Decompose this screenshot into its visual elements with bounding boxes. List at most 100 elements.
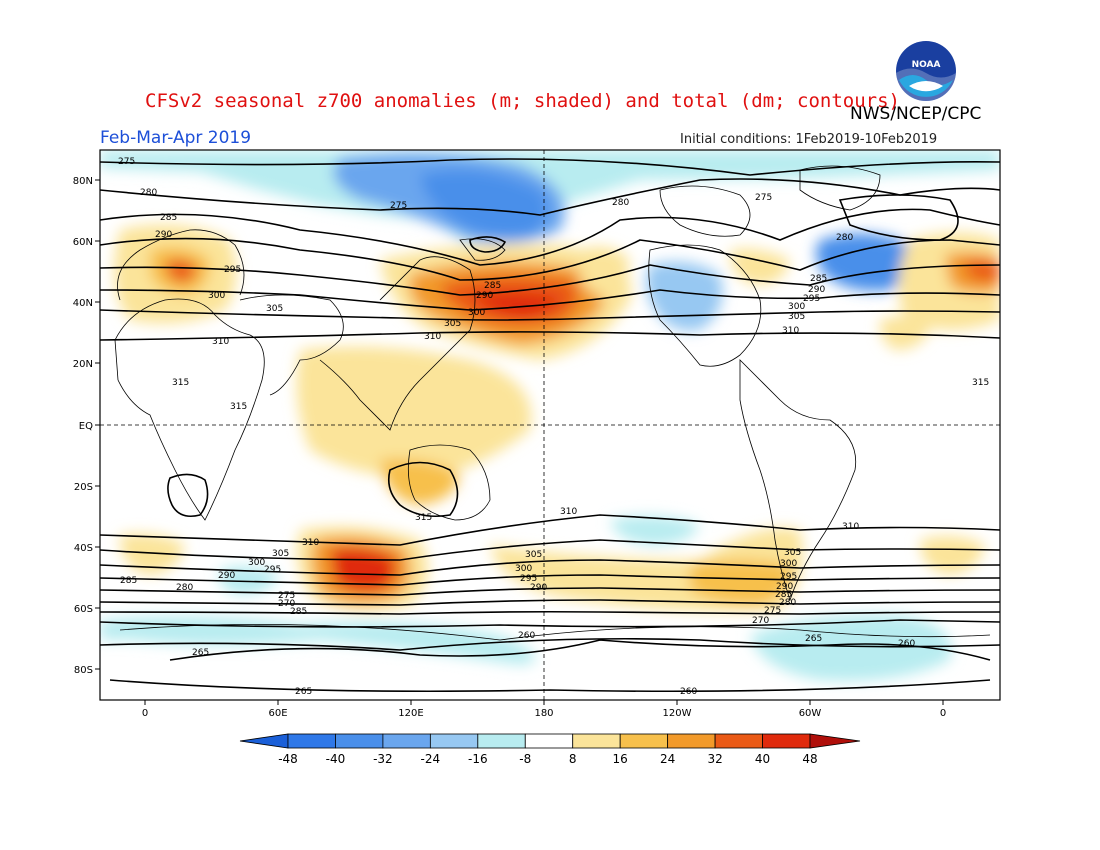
contour-label: 280 xyxy=(779,598,796,608)
colorbar-segment xyxy=(619,733,669,749)
lat-tick-label: 40S xyxy=(74,543,93,554)
contour-label: 305 xyxy=(525,550,542,560)
contour-label: 265 xyxy=(192,648,209,658)
contour-label: 300 xyxy=(788,302,805,312)
noaa-logo: NOAA xyxy=(896,41,956,101)
contour-label: 315 xyxy=(972,378,989,388)
contour-label: 300 xyxy=(780,559,797,569)
contour-label: 270 xyxy=(752,616,769,626)
lon-tick-label: 60E xyxy=(268,708,287,719)
lat-tick-label: 20S xyxy=(74,482,93,493)
map-title: CFSv2 seasonal z700 anomalies (m; shaded… xyxy=(145,90,900,112)
contour-label: 280 xyxy=(176,583,193,593)
lat-tick-label: 80N xyxy=(73,176,93,187)
contour-label: 285 xyxy=(810,274,827,284)
contour-label: 275 xyxy=(755,193,772,203)
contour-label: 265 xyxy=(805,634,822,644)
contour-label: 290 xyxy=(218,571,235,581)
contour-label: 280 xyxy=(140,188,157,198)
colorbar-label: 48 xyxy=(802,752,817,766)
contour-label: 310 xyxy=(842,522,859,532)
axes: 80N 60N 40N 20N EQ 20S 40S 60S 80S 0 60E 120E 180 120… xyxy=(73,176,946,719)
contour-label: 285 xyxy=(290,607,307,617)
contour-label: 290 xyxy=(808,285,825,295)
lon-tick-label: 0 xyxy=(142,708,148,719)
colorbar-label: 40 xyxy=(755,752,770,766)
colorbar-segment xyxy=(429,733,479,749)
contour-label: 305 xyxy=(784,548,801,558)
contour-label: 265 xyxy=(295,687,312,697)
lat-tick-label: EQ xyxy=(79,421,93,432)
colorbar-segment xyxy=(287,733,336,749)
colorbar-segment xyxy=(667,733,716,749)
colorbar-label: -48 xyxy=(278,752,298,766)
colorbar-segment xyxy=(524,733,574,749)
contour-label: 275 xyxy=(390,201,407,211)
colorbar-segment xyxy=(714,733,763,749)
contour-label: 285 xyxy=(120,576,137,586)
contour-label: 305 xyxy=(788,312,805,322)
height-contours xyxy=(100,158,1000,693)
contour-label: 295 xyxy=(520,574,537,584)
contour-label: 305 xyxy=(444,319,461,329)
contour-label: 295 xyxy=(780,572,797,582)
contour-label: 310 xyxy=(302,538,319,548)
lon-tick-label: 180 xyxy=(534,708,553,719)
contour-label: 285 xyxy=(775,590,792,600)
lon-tick-label: 120E xyxy=(398,708,423,719)
contour-label: 275 xyxy=(278,591,295,601)
lon-tick-label: 120W xyxy=(663,708,692,719)
colorbar-label: -24 xyxy=(421,752,441,766)
contour-label: 300 xyxy=(248,558,265,568)
colorbar-label: 16 xyxy=(613,752,628,766)
contour-label: 310 xyxy=(212,337,229,347)
colorbar-label: 32 xyxy=(707,752,722,766)
colorbar-label: -8 xyxy=(519,752,531,766)
lat-tick-label: 60N xyxy=(73,237,93,248)
colorbar: -48 -40 -32 -24 -16 -8 8 16 24 32 40 48 xyxy=(239,733,861,766)
reference-lines xyxy=(100,150,1000,700)
colorbar-segment xyxy=(335,733,384,749)
contour-label: 290 xyxy=(155,230,172,240)
contour-label: 280 xyxy=(836,233,853,243)
contour-label: 315 xyxy=(415,513,432,523)
lon-tick-label: 60W xyxy=(799,708,822,719)
contour-label: 260 xyxy=(680,687,697,697)
colorbar-label: 24 xyxy=(660,752,675,766)
contour-label: 300 xyxy=(468,308,485,318)
contour-label: 260 xyxy=(518,631,535,641)
lat-tick-label: 40N xyxy=(73,298,93,309)
contour-label: 305 xyxy=(266,304,283,314)
contour-label: 285 xyxy=(160,213,177,223)
contour-label: 295 xyxy=(224,265,241,275)
colorbar-segment xyxy=(477,733,526,749)
lat-tick-label: 60S xyxy=(74,604,93,615)
contour-label: 310 xyxy=(424,332,441,342)
colorbar-min-arrow xyxy=(239,733,289,749)
contour-label: 315 xyxy=(230,402,247,412)
contour-label: 290 xyxy=(776,582,793,592)
contour-label: 285 xyxy=(484,281,501,291)
contour-label: 295 xyxy=(264,565,281,575)
contour-label: 280 xyxy=(612,198,629,208)
contour-label: 315 xyxy=(172,378,189,388)
contour-label: 290 xyxy=(476,291,493,301)
agency-label: NWS/NCEP/CPC xyxy=(850,104,982,124)
initial-conditions-label: Initial conditions: 1Feb2019-10Feb2019 xyxy=(680,132,938,147)
colorbar-segment xyxy=(572,733,621,749)
colorbar-segment xyxy=(762,733,811,749)
noaa-logo-text: NOAA xyxy=(912,60,941,70)
colorbar-segment xyxy=(382,733,431,749)
contour-label: 270 xyxy=(278,599,295,609)
coastlines xyxy=(114,165,991,641)
contour-label: 290 xyxy=(530,583,547,593)
contour-label: 300 xyxy=(515,564,532,574)
lat-tick-label: 20N xyxy=(73,359,93,370)
contour-label: 275 xyxy=(118,157,135,167)
colorbar-label: -32 xyxy=(373,752,393,766)
contour-label: 310 xyxy=(782,326,799,336)
colorbar-label: -16 xyxy=(468,752,488,766)
lat-tick-label: 80S xyxy=(74,665,93,676)
contour-labels: 275 275 275 280 280 280 285 285 285 290 … xyxy=(118,157,989,697)
